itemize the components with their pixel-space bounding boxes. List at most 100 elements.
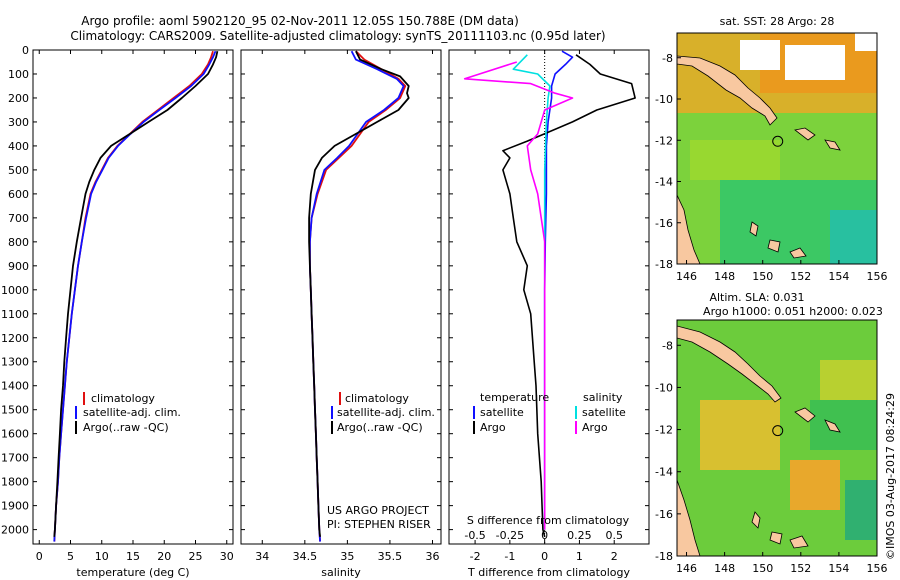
y-tick-label: 100 [8, 68, 29, 81]
s-tick-label: -0.25 [496, 529, 524, 542]
sla-argo-marker [772, 425, 784, 437]
credit-pi: PI: STEPHEN RISER [327, 518, 431, 531]
legend-argo-label: Argo(..raw -QC) [337, 421, 423, 434]
y-tick-label: 1700 [1, 452, 29, 465]
difference-xlabel: T difference from climatology [467, 566, 630, 579]
map-y-tick-label: -14 [655, 176, 673, 189]
sst-cloud-2 [785, 45, 845, 80]
map-y-tick-label: -12 [655, 134, 673, 147]
difference-axes: -2 -1 0 1 2-0.5 -0.25 0 0.25 0.5 [449, 49, 649, 563]
sla-map-axes: 146 148 150 152 154 156 -8 -10 -12 -14 -16 -18 [655, 339, 887, 575]
map-x-tick-label: 152 [790, 562, 811, 575]
y-tick-label: 1600 [1, 428, 29, 441]
y-tick-label: 900 [8, 260, 29, 273]
figure-title-line1: Argo profile: aoml 5902120_95 02-Nov-201… [81, 14, 519, 28]
sst-map-axes: 146 148 150 152 154 156 -8 -10 -12 -14 -16 -18 [655, 52, 887, 283]
difference-panel-frame [448, 49, 650, 545]
difference-lines [463, 50, 636, 537]
argo-raw-qc-line [53, 51, 219, 537]
figure-title-line2: Climatology: CARS2009. Satellite-adjuste… [70, 29, 605, 43]
sla-map-frame [676, 319, 878, 557]
temperature-lines [53, 50, 219, 542]
salinity-axes: 34 34.5 35 35.5 36 [241, 49, 441, 563]
y-tick-label: 1000 [1, 284, 29, 297]
map-x-tick-label: 148 [714, 270, 735, 283]
legend-t-argo-label: Argo [480, 421, 506, 434]
sla-field-high-1 [700, 400, 780, 470]
x-tick-label: 30 [220, 550, 234, 563]
islands-2 [749, 221, 807, 259]
land-australia [677, 194, 701, 264]
x-tick-label: 15 [126, 550, 140, 563]
s-tick-label: 0.5 [605, 529, 623, 542]
t-argo-line [502, 54, 636, 537]
x-tick-label: 35.5 [378, 550, 403, 563]
legend-climatology-label: climatology [345, 392, 409, 405]
y-tick-label: 1900 [1, 500, 29, 513]
map-y-tick-label: -16 [655, 217, 673, 230]
y-tick-label: 1800 [1, 476, 29, 489]
map-x-tick-label: 154 [828, 562, 849, 575]
map-x-tick-label: 150 [752, 562, 773, 575]
s-argo-line [463, 61, 574, 530]
legend-salinity-title: salinity [583, 391, 623, 404]
map-x-tick-label: 156 [867, 562, 888, 575]
y-tick-label: 1500 [1, 404, 29, 417]
land-papua-fill [677, 325, 782, 403]
sst-field-mid [690, 140, 780, 180]
x-tick-label: 36 [425, 550, 439, 563]
salinity-panel-frame [240, 49, 442, 545]
x-tick-label: -1 [504, 550, 515, 563]
map-x-tick-label: 146 [676, 270, 697, 283]
x-tick-label: 25 [189, 550, 203, 563]
legend-s-argo-label: Argo [582, 421, 608, 434]
satellite-adj-clim-line [309, 50, 405, 542]
climatology-line [53, 50, 214, 542]
x-tick-label: 2 [611, 550, 618, 563]
map-y-tick-label: -8 [662, 52, 673, 65]
x-tick-label: 35 [340, 550, 354, 563]
y-tick-label: 2000 [1, 524, 29, 537]
temperature-panel-frame [32, 49, 234, 545]
map-y-tick-label: -10 [655, 93, 673, 106]
map-y-tick-label: -12 [655, 424, 673, 437]
satellite-adj-clim-line [53, 50, 217, 542]
map-x-tick-label: 146 [676, 562, 697, 575]
sst-map [677, 33, 877, 264]
y-tick-label: 1100 [1, 308, 29, 321]
land-papua-fill [677, 55, 778, 126]
difference-top-xlabel: S difference from climatology [467, 514, 630, 527]
y-tick-label: 200 [8, 92, 29, 105]
y-tick-label: 500 [8, 164, 29, 177]
legend-argo-label: Argo(..raw -QC) [83, 421, 169, 434]
salinity-xlabel: salinity [321, 566, 361, 579]
s-tick-label: 0.25 [567, 529, 592, 542]
islands-1 [794, 407, 841, 433]
sla-field-low-2 [845, 480, 877, 540]
sla-map-title: Altim. SLA: 0.031 [709, 291, 804, 304]
islands-2 [751, 511, 809, 549]
legend-satellite-label: satellite-adj. clim. [83, 406, 181, 419]
legend-s-satellite-label: satellite [582, 406, 626, 419]
sla-field-high-3 [820, 360, 877, 400]
map-x-tick-label: 152 [790, 270, 811, 283]
map-y-tick-label: -16 [655, 508, 673, 521]
temperature-legend: climatology satellite-adj. clim. Argo(..… [75, 392, 181, 434]
sst-map-frame [676, 32, 878, 265]
y-tick-label: 800 [8, 236, 29, 249]
x-tick-label: 10 [95, 550, 109, 563]
legend-satellite-label: satellite-adj. clim. [337, 406, 435, 419]
temperature-xlabel: temperature (deg C) [76, 566, 189, 579]
legend-climatology-label: climatology [91, 392, 155, 405]
x-tick-label: 34 [255, 550, 269, 563]
sst-map-title: sat. SST: 28 Argo: 28 [720, 15, 835, 28]
map-y-tick-label: -14 [655, 466, 673, 479]
credit-project: US ARGO PROJECT [327, 504, 429, 517]
difference-legend: temperature salinity satellite Argo sate… [473, 391, 626, 434]
map-y-tick-label: -8 [662, 339, 673, 352]
map-y-tick-label: -10 [655, 381, 673, 394]
y-tick-label: 400 [8, 140, 29, 153]
salinity-lines [308, 50, 410, 542]
x-tick-label: 0 [36, 550, 43, 563]
